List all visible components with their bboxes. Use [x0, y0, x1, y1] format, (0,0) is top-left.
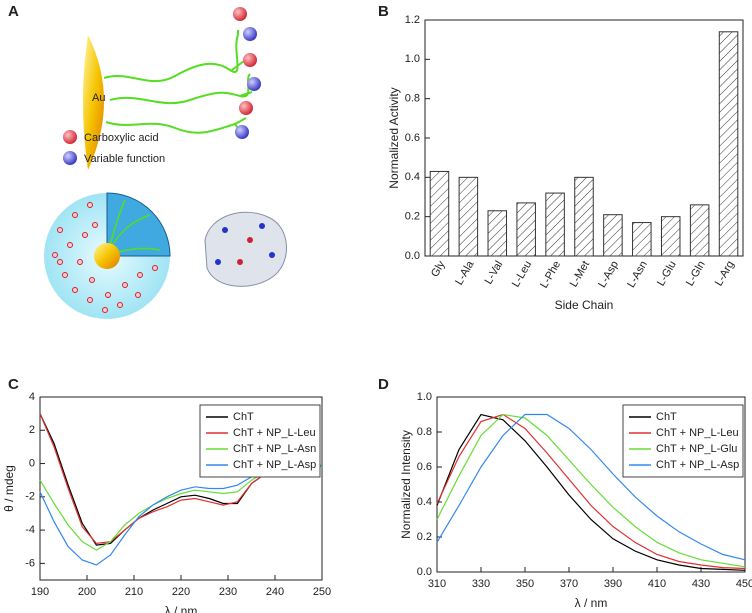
x-tick-label: L-Leu [510, 259, 534, 289]
y-tick-label: -6 [25, 557, 35, 569]
series-line [436, 413, 746, 570]
y-tick-label: 0.4 [417, 496, 432, 508]
gold-label: Au [92, 92, 105, 104]
protein [204, 211, 287, 287]
ligands [103, 30, 253, 135]
x-tick-label: L-Glu [655, 259, 679, 288]
x-tick-label: L-Phe [538, 259, 563, 290]
y-tick-label: 0.6 [405, 132, 420, 144]
x-tick-label: 250 [313, 586, 331, 598]
legend-label: ChT + NP_L-Asp [656, 459, 739, 471]
legend-label: ChT [656, 411, 677, 423]
series-line [436, 413, 746, 571]
x-tick-label: L-Ala [453, 258, 477, 287]
panel-label: C [8, 376, 19, 393]
x-tick-label: 210 [125, 586, 143, 598]
legend-label: ChT [233, 411, 254, 423]
x-axis-title: Side Chain [555, 298, 614, 312]
bar [632, 222, 652, 257]
legend-label: ChT + NP_L-Leu [233, 427, 316, 439]
x-tick-label: Gly [429, 259, 448, 280]
x-tick-label: 430 [692, 578, 710, 590]
y-tick-label: 0.4 [405, 171, 420, 183]
x-tick-label: 390 [604, 578, 622, 590]
x-tick-label: 410 [648, 578, 666, 590]
panel-a: A Au Carboxylic acid Variable function [8, 3, 287, 319]
x-tick-label: L-Gln [684, 259, 708, 288]
x-tick-label: 330 [472, 578, 490, 590]
bar [718, 31, 739, 257]
y-tick-label: -4 [25, 524, 35, 536]
x-tick-label: 240 [266, 586, 284, 598]
y-tick-label: -2 [25, 491, 35, 503]
bar [458, 176, 479, 257]
x-tick-label: 220 [172, 586, 190, 598]
y-axis-title: Normalized Activity [387, 87, 401, 188]
y-tick-label: 0.8 [417, 426, 432, 438]
y-tick-label: 1.0 [405, 53, 420, 65]
x-axis-title: λ / nm [165, 604, 198, 613]
y-tick-label: 1.2 [405, 14, 420, 26]
x-tick-label: 370 [560, 578, 578, 590]
y-tick-label: 0.0 [405, 250, 420, 262]
x-tick-label: L-Asn [625, 259, 650, 290]
nanoparticle [44, 192, 171, 319]
x-axis-title: λ / nm [575, 596, 608, 610]
x-tick-label: 450 [736, 578, 752, 590]
y-axis-title: Normalized Intensity [399, 430, 413, 539]
legend-label: ChT + NP_L-Asp [233, 459, 316, 471]
bar [689, 204, 710, 257]
legend-label: ChT + NP_L-Leu [656, 427, 739, 439]
x-tick-label: L-Met [568, 259, 592, 289]
panel-label: A [8, 3, 19, 20]
legend-label: ChT + NP_L-Asn [233, 443, 316, 455]
y-tick-label: 0.6 [417, 461, 432, 473]
x-tick-label: L-Asp [596, 259, 621, 290]
y-tick-label: 0.0 [417, 566, 432, 578]
series-line [436, 413, 746, 561]
x-tick-label: 310 [428, 578, 446, 590]
panel-label: B [378, 3, 389, 20]
y-tick-label: 0.2 [417, 531, 432, 543]
x-tick-label: 200 [78, 586, 96, 598]
bar [487, 210, 508, 257]
series-line [39, 466, 322, 551]
y-axis-title: θ / mdeg [2, 465, 16, 512]
bar [545, 192, 565, 257]
bar [574, 176, 594, 257]
x-tick-label: L-Val [483, 259, 506, 287]
legend-marker [63, 130, 77, 144]
gold-surface [83, 35, 104, 170]
ligand-heads [233, 7, 261, 139]
series-line [39, 464, 323, 566]
x-tick-label: 350 [516, 578, 534, 590]
y-tick-label: 2 [29, 424, 35, 436]
y-tick-label: 0.2 [405, 211, 420, 223]
x-tick-label: L-Arg [713, 259, 737, 288]
x-tick-label: 230 [219, 586, 237, 598]
bar [429, 170, 450, 257]
legend-label: Variable function [84, 153, 165, 165]
y-tick-label: 1.0 [417, 391, 432, 403]
panel-label: D [378, 376, 389, 393]
legend-label: Carboxylic acid [84, 132, 159, 144]
x-tick-label: 190 [31, 586, 49, 598]
series-line [436, 413, 746, 568]
bar [603, 214, 623, 257]
legend-label: ChT + NP_L-Glu [656, 443, 737, 455]
legend-marker [63, 151, 77, 165]
plot-frame [436, 396, 746, 573]
bar [660, 216, 681, 257]
bar [516, 202, 536, 257]
y-tick-label: 0 [29, 457, 35, 469]
y-tick-label: 4 [29, 391, 35, 403]
y-tick-label: 0.8 [405, 93, 420, 105]
